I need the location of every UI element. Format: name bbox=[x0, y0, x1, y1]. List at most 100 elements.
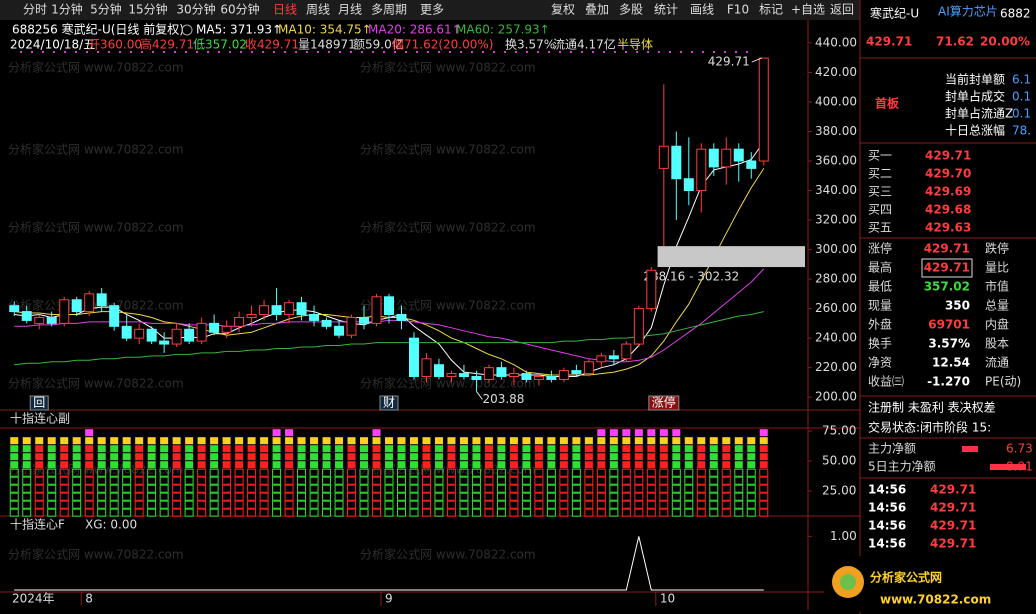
tab[interactable]: 15分钟 bbox=[128, 2, 167, 17]
candle-body bbox=[184, 328, 195, 342]
block bbox=[334, 500, 344, 509]
toolbar-button[interactable]: 画线 bbox=[690, 3, 714, 17]
block bbox=[421, 492, 431, 501]
y-tick-label: 240.00 bbox=[815, 331, 857, 345]
block bbox=[546, 508, 556, 517]
seal-value: 6.1 bbox=[1012, 73, 1031, 87]
block bbox=[272, 476, 282, 485]
block bbox=[409, 508, 419, 517]
block bbox=[396, 508, 406, 517]
block bbox=[309, 508, 319, 517]
block bbox=[659, 500, 669, 509]
block bbox=[734, 437, 743, 445]
block bbox=[322, 453, 331, 461]
tab[interactable]: 多周期 bbox=[371, 3, 407, 17]
block bbox=[147, 445, 156, 453]
block bbox=[521, 468, 531, 477]
tab[interactable]: 日线 bbox=[273, 3, 297, 17]
side-pct: 20.00% bbox=[980, 35, 1030, 49]
block bbox=[72, 508, 82, 517]
block bbox=[347, 468, 357, 477]
block bbox=[534, 508, 544, 517]
block bbox=[309, 484, 319, 493]
block bbox=[222, 461, 231, 469]
tab[interactable]: 5分钟 bbox=[90, 2, 122, 17]
block bbox=[22, 500, 32, 509]
block bbox=[672, 453, 681, 461]
side-change: 71.62 bbox=[936, 35, 974, 49]
block bbox=[209, 468, 219, 477]
block bbox=[72, 484, 82, 493]
block bbox=[347, 508, 357, 517]
block bbox=[659, 476, 669, 485]
toolbar-button[interactable]: +自选 bbox=[791, 3, 825, 17]
stat-label: 最高 bbox=[868, 260, 892, 275]
block bbox=[547, 453, 556, 461]
candle-body bbox=[571, 370, 582, 375]
y-tick-label: 200.00 bbox=[815, 390, 857, 404]
block bbox=[684, 492, 694, 501]
block bbox=[134, 508, 144, 517]
toolbar-button[interactable]: 复权 bbox=[551, 3, 575, 17]
block bbox=[359, 508, 369, 517]
block bbox=[509, 461, 518, 469]
candle-body bbox=[309, 314, 320, 321]
event-label: 涨停 bbox=[652, 395, 676, 410]
candle-body bbox=[296, 302, 307, 316]
tab[interactable]: 30分钟 bbox=[176, 2, 215, 17]
candle-body bbox=[334, 325, 345, 336]
toolbar-button[interactable]: 多股 bbox=[619, 3, 643, 17]
block bbox=[247, 453, 256, 461]
block bbox=[422, 461, 431, 469]
block bbox=[297, 508, 307, 517]
block bbox=[159, 500, 169, 509]
toolbar-button[interactable]: 统计 bbox=[654, 3, 678, 17]
block bbox=[97, 476, 107, 485]
toolbar-button[interactable]: 叠加 bbox=[585, 3, 609, 17]
tab[interactable]: 月线 bbox=[338, 3, 362, 17]
block bbox=[671, 476, 681, 485]
block bbox=[97, 484, 107, 493]
tab[interactable]: 分时 bbox=[23, 3, 47, 17]
block bbox=[122, 445, 131, 453]
block bbox=[434, 492, 444, 501]
block bbox=[347, 492, 357, 501]
toolbar-button[interactable]: F10 bbox=[727, 3, 749, 17]
legend-entry: MA60: 257.93↑ bbox=[456, 23, 550, 37]
block bbox=[609, 508, 619, 517]
block bbox=[584, 437, 593, 445]
block bbox=[571, 500, 581, 509]
toolbar-button[interactable]: 标记 bbox=[759, 3, 783, 17]
candle-body bbox=[421, 358, 432, 378]
gap-label: 288.16 - 302.32 bbox=[643, 270, 739, 284]
block bbox=[721, 484, 731, 493]
flow-value: 8.91 bbox=[1006, 460, 1033, 474]
settings-icon[interactable] bbox=[181, 24, 193, 36]
candle-body bbox=[558, 370, 569, 380]
block bbox=[134, 476, 144, 485]
toolbar-button[interactable]: 返回 bbox=[830, 3, 854, 17]
tab[interactable]: 1分钟 bbox=[51, 2, 83, 17]
stat-label: 内盘 bbox=[985, 317, 1009, 332]
block bbox=[571, 484, 581, 493]
block bbox=[147, 484, 157, 493]
block bbox=[496, 500, 506, 509]
block bbox=[134, 500, 144, 509]
tab[interactable]: 更多 bbox=[420, 3, 444, 17]
block bbox=[734, 453, 743, 461]
candle-body bbox=[196, 322, 207, 342]
tab[interactable]: 60分钟 bbox=[220, 2, 259, 17]
candle-body bbox=[346, 316, 357, 336]
block bbox=[534, 484, 544, 493]
block bbox=[434, 476, 444, 485]
block bbox=[646, 484, 656, 493]
block bbox=[509, 508, 519, 517]
block bbox=[709, 476, 719, 485]
tab[interactable]: 周线 bbox=[306, 3, 330, 17]
block bbox=[572, 461, 581, 469]
block bbox=[10, 461, 19, 469]
watermark: 分析家公式网 www.70822.com bbox=[8, 142, 184, 157]
candle-body bbox=[646, 269, 657, 310]
block bbox=[122, 476, 132, 485]
block bbox=[746, 492, 756, 501]
